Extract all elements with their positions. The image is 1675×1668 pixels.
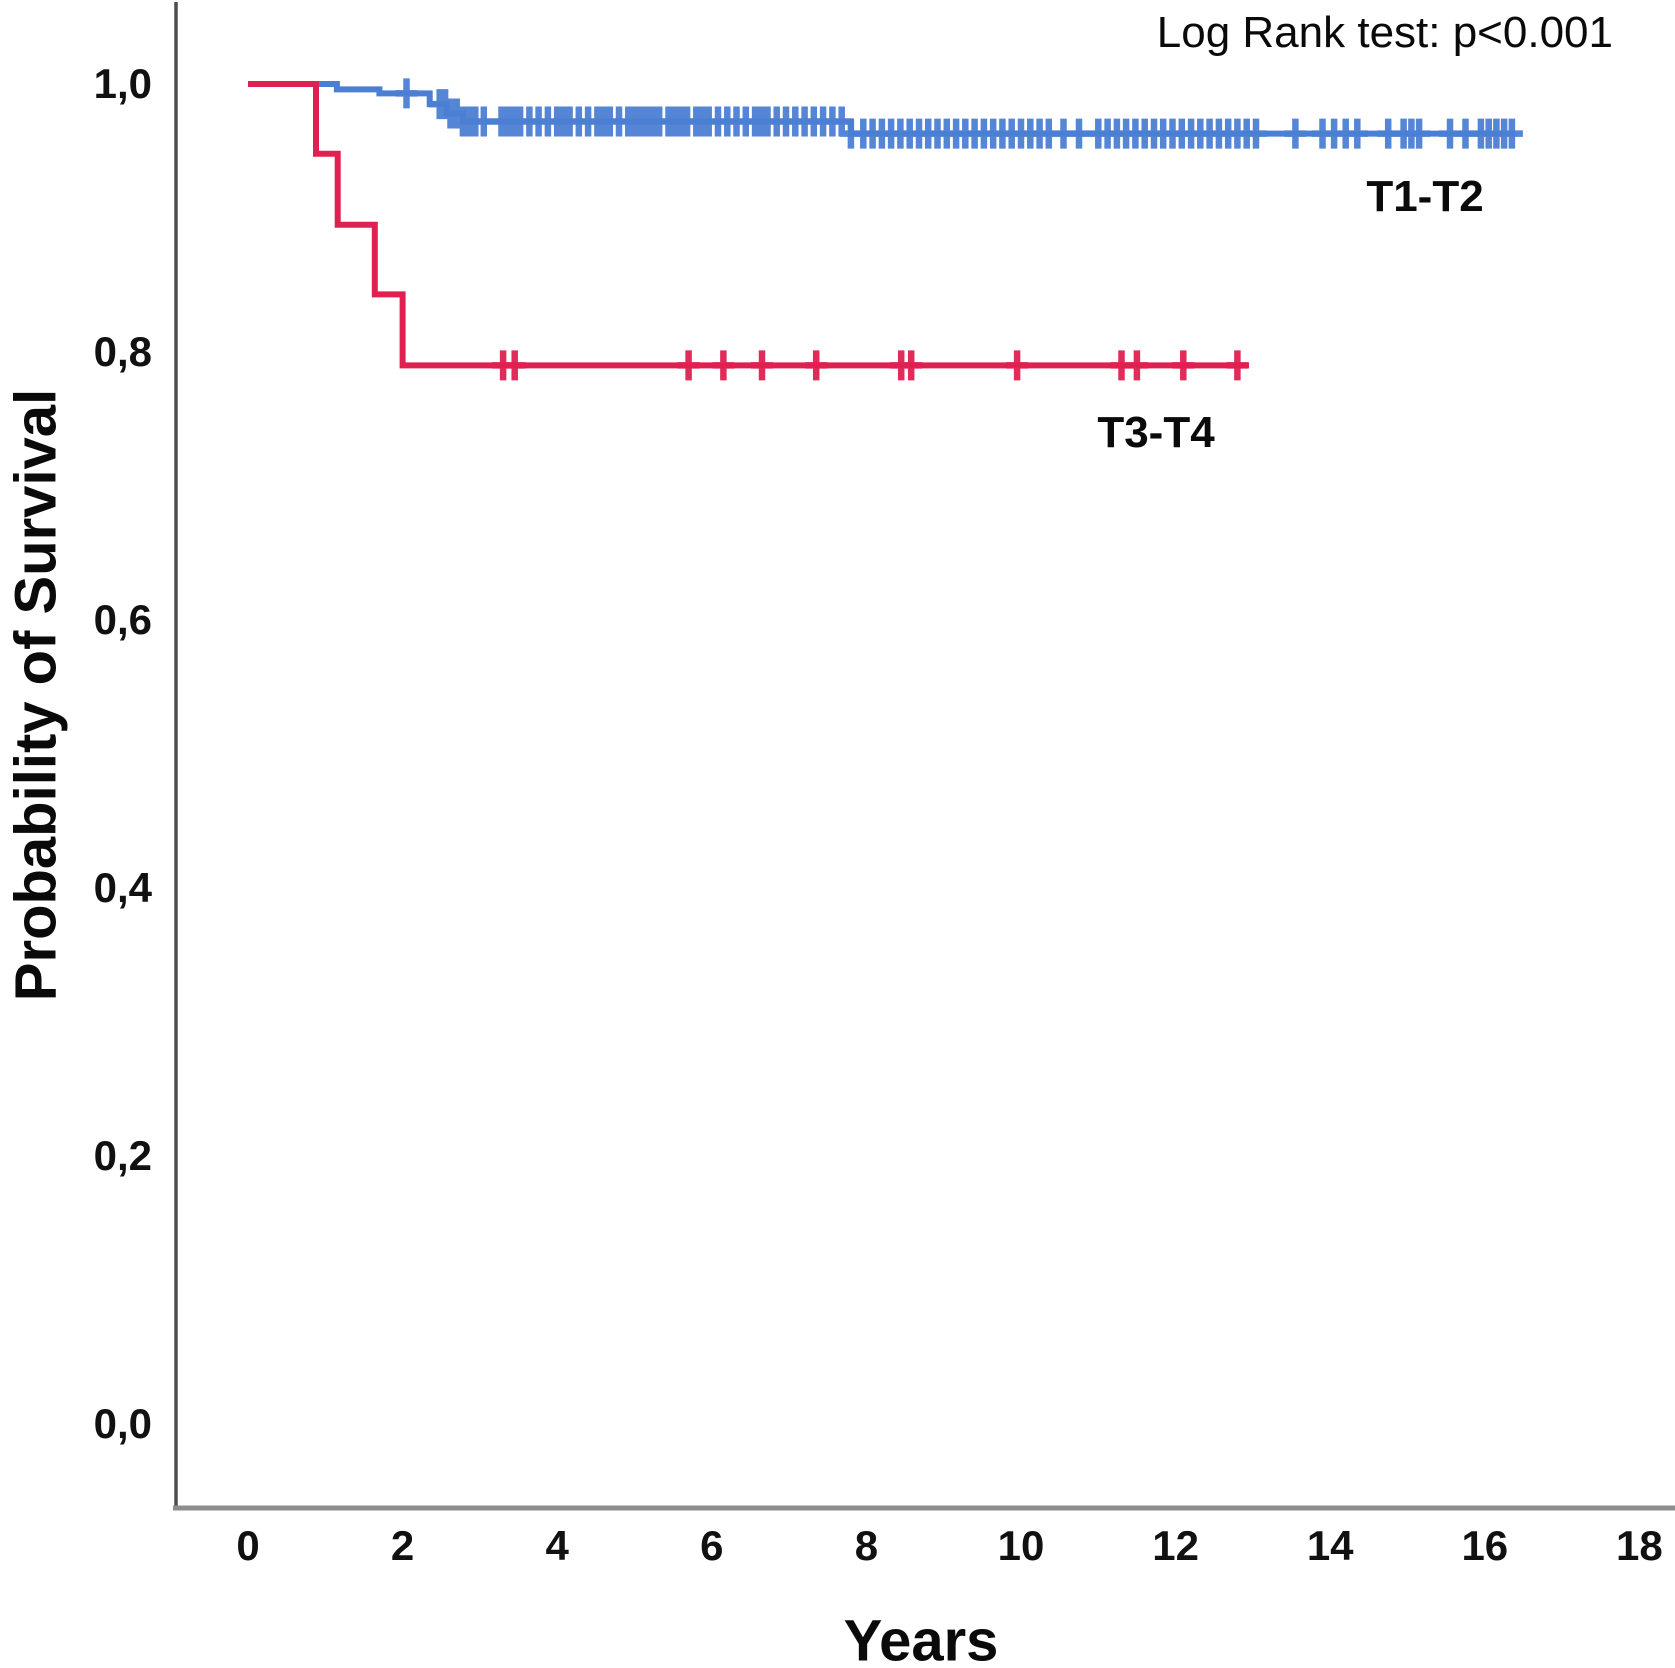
y-tick-label: 0,0 <box>93 1400 152 1447</box>
survival-curve-t3-t4 <box>248 81 1249 369</box>
x-tick-label: 4 <box>545 1522 569 1569</box>
y-tick-label: 0,6 <box>93 596 152 643</box>
series-label-t3-t4: T3-T4 <box>1097 408 1215 457</box>
censor-marks-t1-t2 <box>395 78 1523 149</box>
x-tick-label: 0 <box>236 1522 260 1569</box>
x-tick-label: 12 <box>1152 1522 1199 1569</box>
x-tick-label: 16 <box>1461 1522 1509 1569</box>
series-label-t1-t2: T1-T2 <box>1366 172 1484 221</box>
y-tick-label: 0,4 <box>93 864 152 911</box>
x-tick-label: 14 <box>1306 1522 1354 1569</box>
y-tick-label: 1,0 <box>93 60 152 107</box>
censor-marks-t3-t4 <box>492 350 1249 381</box>
x-tick-label: 2 <box>390 1522 415 1569</box>
x-tick-label: 8 <box>854 1522 879 1569</box>
x-tick-label: 10 <box>997 1522 1045 1569</box>
x-tick-label: 18 <box>1616 1522 1663 1569</box>
y-tick-label: 0,2 <box>93 1132 152 1179</box>
x-tick-label: 6 <box>700 1522 724 1569</box>
x-axis-title: Years <box>843 1608 999 1668</box>
log-rank-annotation: Log Rank test: p<0.001 <box>1156 8 1613 57</box>
y-tick-label: 0,8 <box>93 328 152 375</box>
